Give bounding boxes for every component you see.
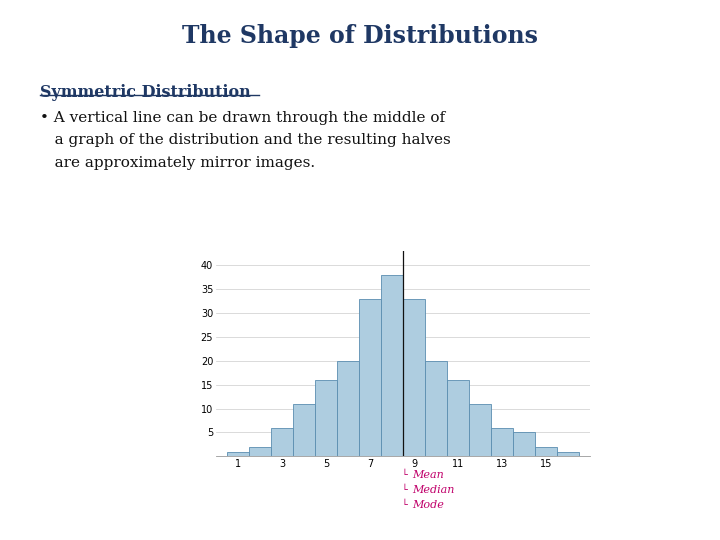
- Text: The Shape of Distributions: The Shape of Distributions: [182, 24, 538, 48]
- Bar: [447, 380, 469, 456]
- Text: └: └: [401, 485, 407, 495]
- Text: PEARSON: PEARSON: [605, 512, 694, 530]
- Text: └: └: [401, 500, 407, 510]
- Bar: [469, 404, 491, 456]
- Bar: [227, 451, 249, 456]
- Bar: [381, 275, 403, 456]
- Bar: [491, 428, 513, 456]
- Text: Median: Median: [412, 485, 454, 495]
- Text: Copyright © 2015, 2012, and 2009 Pearson Education, Inc.: Copyright © 2015, 2012, and 2009 Pearson…: [226, 517, 494, 525]
- Bar: [337, 361, 359, 456]
- Text: ALWAYS LEARNING: ALWAYS LEARNING: [16, 517, 111, 525]
- Text: 116: 116: [678, 516, 697, 526]
- Text: Mean: Mean: [412, 470, 444, 480]
- Bar: [513, 433, 536, 456]
- Bar: [403, 299, 426, 456]
- Bar: [536, 447, 557, 456]
- Bar: [249, 447, 271, 456]
- Bar: [557, 451, 580, 456]
- Bar: [293, 404, 315, 456]
- Bar: [271, 428, 293, 456]
- Text: Symmetric Distribution: Symmetric Distribution: [40, 84, 251, 100]
- Text: Mode: Mode: [412, 500, 444, 510]
- Text: • A vertical line can be drawn through the middle of: • A vertical line can be drawn through t…: [40, 111, 445, 125]
- Bar: [426, 361, 447, 456]
- Text: are approximately mirror images.: are approximately mirror images.: [40, 156, 315, 170]
- Bar: [359, 299, 381, 456]
- Text: └: └: [401, 470, 407, 480]
- Bar: [315, 380, 337, 456]
- Text: a graph of the distribution and the resulting halves: a graph of the distribution and the resu…: [40, 133, 450, 147]
